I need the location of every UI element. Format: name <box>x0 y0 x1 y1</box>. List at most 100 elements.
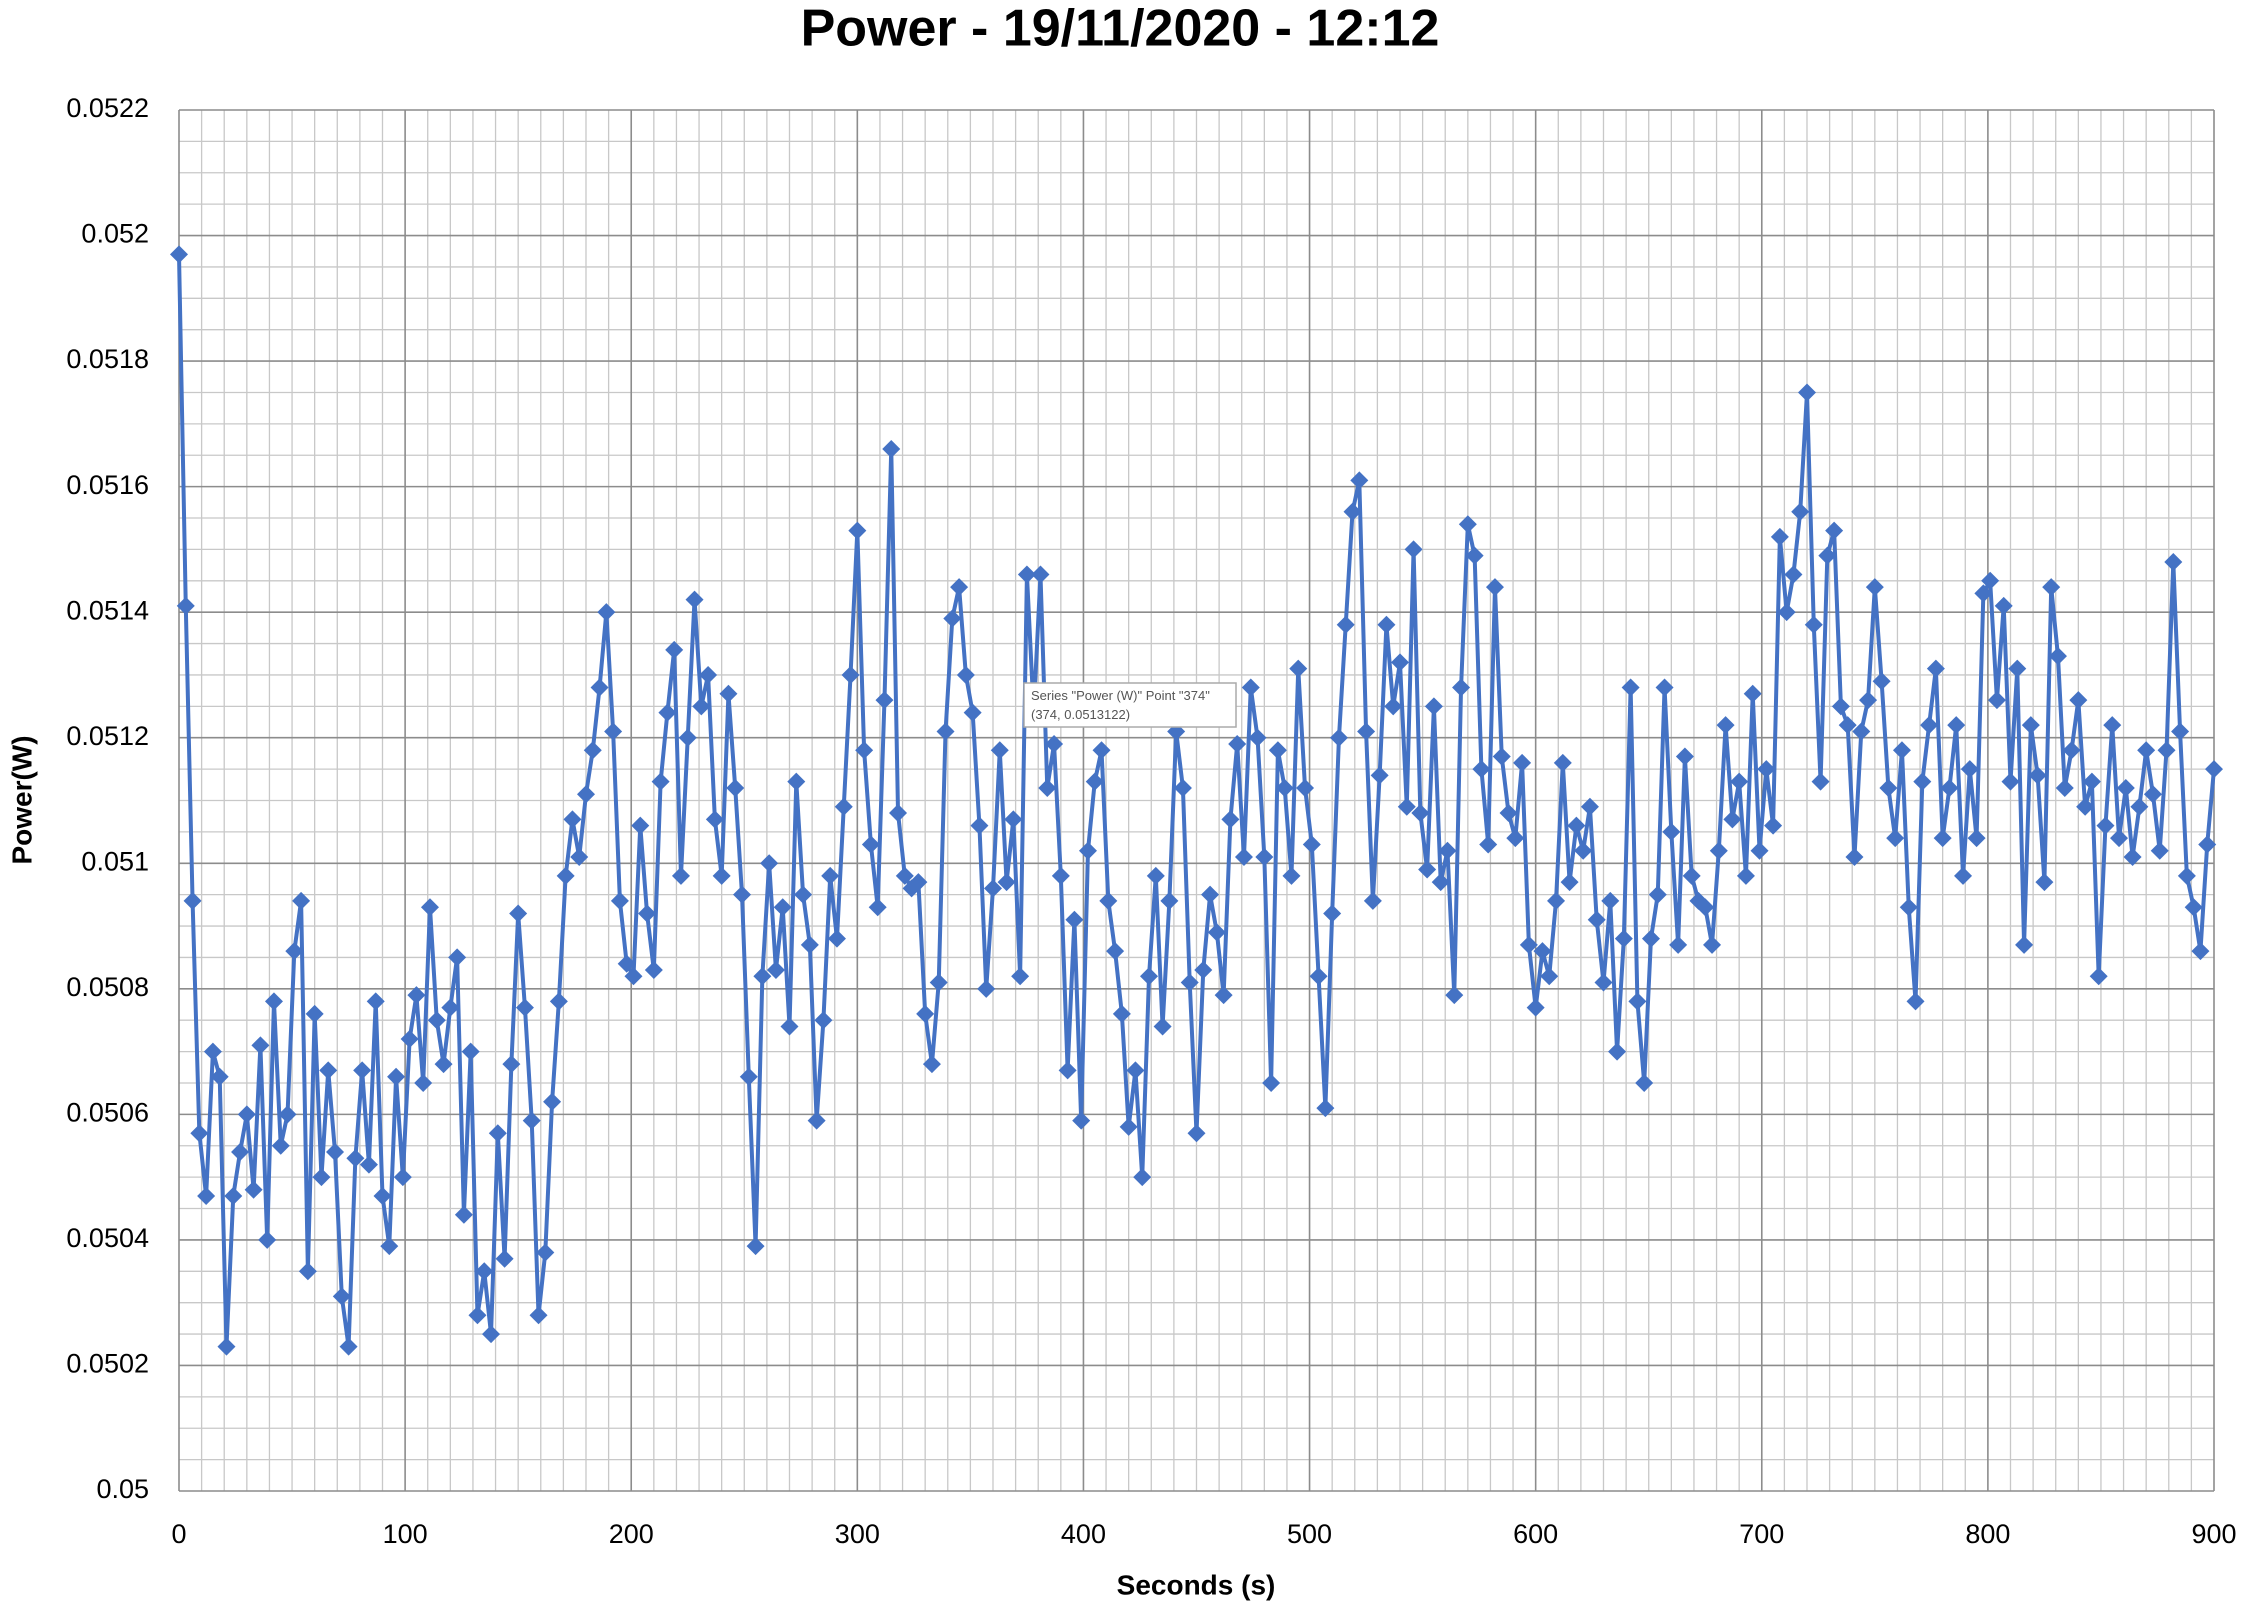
data-point <box>1513 753 1532 772</box>
data-point <box>570 847 589 866</box>
data-point <box>543 1092 562 1111</box>
data-point <box>794 885 813 904</box>
data-point <box>1784 565 1803 584</box>
data-point <box>292 891 311 910</box>
data-point <box>1153 1017 1172 1036</box>
data-point <box>1608 1042 1627 1061</box>
data-point <box>909 873 928 892</box>
data-point <box>624 967 643 986</box>
data-point <box>739 1067 758 1086</box>
data-point <box>699 665 718 684</box>
data-point <box>434 1055 453 1074</box>
data-point <box>1533 942 1552 961</box>
data-point <box>2191 942 2210 961</box>
data-point <box>170 245 188 264</box>
data-point <box>1241 678 1260 697</box>
data-point <box>1404 540 1423 559</box>
data-point <box>1173 778 1192 797</box>
data-point <box>1146 866 1165 885</box>
data-point <box>1255 847 1274 866</box>
data-point <box>1906 992 1925 1011</box>
x-axis-title: Seconds (s) <box>1117 1569 1276 1600</box>
data-point <box>984 879 1002 898</box>
data-point <box>1058 1061 1077 1080</box>
data-point <box>1892 741 1911 760</box>
data-point <box>2001 772 2020 791</box>
data-point <box>2143 785 2162 804</box>
data-point <box>1635 1073 1654 1092</box>
data-point <box>1316 1099 1335 1118</box>
data-point <box>1377 615 1396 634</box>
data-point <box>719 684 738 703</box>
data-point <box>2015 935 2034 954</box>
data-point <box>563 810 582 829</box>
data-point <box>448 948 467 967</box>
data-point <box>1662 822 1681 841</box>
y-tick-label: 0.051 <box>81 846 149 876</box>
data-point <box>1004 810 1023 829</box>
data-point <box>1825 521 1844 540</box>
data-point <box>916 1004 935 1023</box>
data-point <box>1526 998 1545 1017</box>
data-point <box>1133 1168 1152 1187</box>
data-point <box>2082 772 2101 791</box>
data-point <box>2103 716 2122 735</box>
data-point <box>237 1105 256 1124</box>
data-point <box>848 521 867 540</box>
data-point <box>1933 829 1952 848</box>
data-point <box>610 891 629 910</box>
data-point <box>868 898 887 917</box>
data-point <box>1696 898 1715 917</box>
data-point <box>685 590 704 609</box>
data-point <box>665 640 684 659</box>
data-point <box>346 1149 365 1168</box>
tooltip-box <box>1023 682 1237 728</box>
data-point <box>1960 760 1979 779</box>
data-point <box>203 1042 222 1061</box>
data-point <box>1770 527 1789 546</box>
data-point <box>1329 728 1348 747</box>
data-point <box>861 835 880 854</box>
data-point <box>2048 647 2067 666</box>
x-tick-label: 800 <box>1965 1519 2010 1549</box>
data-point <box>1350 471 1369 490</box>
data-point <box>1791 502 1810 521</box>
data-point <box>244 1180 263 1199</box>
data-point <box>2008 659 2027 678</box>
data-point <box>1458 515 1477 534</box>
data-point <box>373 1186 392 1205</box>
y-axis-title: Power(W) <box>6 735 37 864</box>
data-point <box>176 596 195 615</box>
data-point <box>1655 678 1674 697</box>
data-point <box>936 722 955 741</box>
data-point <box>1140 967 1159 986</box>
data-point <box>2198 835 2217 854</box>
data-point <box>1750 841 1769 860</box>
data-point <box>1268 741 1287 760</box>
y-tick-label: 0.05 <box>96 1474 149 1504</box>
data-point <box>482 1325 501 1344</box>
data-point <box>1580 797 1599 816</box>
data-point <box>529 1306 548 1325</box>
data-point <box>583 741 602 760</box>
data-point <box>1323 904 1342 923</box>
data-point <box>1519 935 1538 954</box>
data-point <box>339 1337 358 1356</box>
data-point <box>1940 778 1959 797</box>
data-point <box>2130 797 2149 816</box>
data-point <box>1560 873 1579 892</box>
data-point <box>841 665 860 684</box>
data-point <box>1465 546 1484 565</box>
data-point <box>509 904 528 923</box>
data-point <box>1234 847 1253 866</box>
data-point <box>1852 722 1871 741</box>
data-point <box>353 1061 372 1080</box>
data-point <box>671 866 690 885</box>
data-point <box>889 804 908 823</box>
data-point <box>556 866 575 885</box>
data-point <box>1078 841 1097 860</box>
data-point <box>1038 778 1057 797</box>
data-point <box>190 1124 209 1143</box>
data-point <box>1072 1111 1091 1130</box>
